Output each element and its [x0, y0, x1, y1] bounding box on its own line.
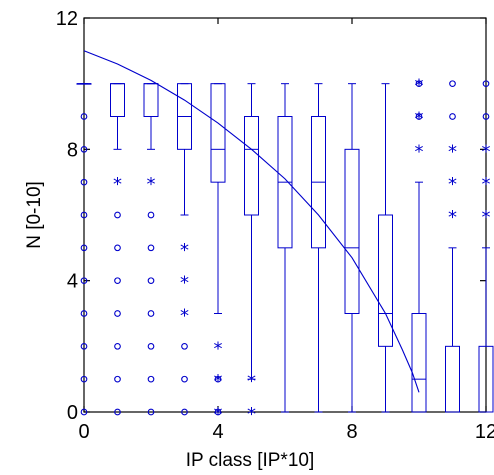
outlier-star: * — [113, 174, 122, 195]
outlier-circle — [147, 277, 155, 285]
outlier-star: * — [448, 174, 457, 195]
outlier-circle — [415, 113, 423, 120]
box-x1 — [110, 83, 125, 150]
box-x6 — [277, 83, 293, 413]
fit-curve-group — [83, 50, 420, 393]
outlier-circle — [214, 375, 222, 383]
outlier-circle — [482, 113, 490, 120]
x-tick-label: 12 — [475, 421, 494, 443]
outlier-circle — [449, 113, 456, 120]
outlier-circle — [80, 342, 88, 350]
outlier-circle — [80, 211, 88, 219]
y-tick-label: 8 — [67, 139, 78, 161]
outlier-circle — [114, 375, 121, 383]
box-series — [76, 83, 494, 413]
outlier-circle — [181, 342, 188, 350]
outlier-circle — [80, 277, 88, 285]
outlier-circle — [80, 145, 88, 153]
box-iqr — [143, 83, 159, 117]
outlier-circle — [114, 310, 121, 317]
y-tick-label: 4 — [67, 271, 78, 293]
y-tick-label: 0 — [67, 402, 78, 424]
y-axis-ticks: 0 4 8 12 — [56, 8, 486, 424]
outlier-circle — [214, 408, 222, 416]
box-x9 — [378, 83, 393, 413]
box-iqr — [244, 116, 259, 216]
outlier-star: * — [147, 174, 156, 195]
outlier-circle — [114, 277, 121, 285]
outlier-circle — [415, 80, 423, 88]
x-axis-label: IP class [IP*10] — [186, 450, 315, 471]
outlier-star: * — [247, 404, 256, 425]
box-x5 — [244, 83, 259, 380]
outlier-markers: * * * * * * * * * * * * * * * * * * * — [80, 76, 491, 425]
outlier-circle — [482, 80, 490, 88]
outlier-circle — [80, 408, 88, 416]
x-axis-ticks: 0 4 8 12 — [78, 18, 494, 443]
outlier-star: * — [448, 207, 457, 228]
outlier-star: * — [214, 404, 223, 425]
outlier-star: * — [415, 76, 424, 97]
outlier-star: * — [247, 371, 256, 392]
outlier-circle — [181, 375, 188, 383]
box-iqr — [445, 345, 460, 413]
box-x12 — [478, 247, 494, 413]
outlier-circle — [147, 211, 155, 219]
box-iqr — [411, 313, 427, 413]
outlier-circle — [147, 310, 155, 317]
outlier-star: * — [180, 273, 189, 294]
y-axis-label: N [0-10] — [24, 181, 45, 249]
outlier-star: * — [482, 141, 491, 162]
box-iqr — [210, 83, 226, 183]
outlier-star: * — [482, 207, 491, 228]
x-tick-label: 8 — [346, 421, 357, 443]
box-x11 — [445, 247, 460, 413]
outlier-circle — [80, 113, 88, 120]
box-x4 — [210, 83, 226, 314]
box-iqr — [344, 148, 360, 314]
outlier-circle — [114, 244, 121, 252]
outlier-circle — [80, 310, 88, 317]
outlier-circle — [147, 342, 155, 350]
outlier-circle — [80, 375, 88, 383]
box-x8 — [344, 83, 360, 413]
outlier-star: * — [214, 371, 223, 392]
outlier-star: * — [415, 141, 424, 162]
outlier-circle — [449, 80, 456, 88]
outlier-star: * — [180, 240, 189, 261]
box-x2 — [143, 83, 159, 150]
x-tick-label: 4 — [212, 421, 223, 443]
box-x7 — [311, 83, 326, 413]
outlier-star: * — [214, 338, 223, 359]
box-x10 — [411, 181, 427, 413]
box-x3 — [177, 83, 192, 216]
outlier-circle — [114, 408, 121, 416]
outlier-circle — [80, 178, 88, 186]
y-tick-label: 12 — [56, 8, 78, 30]
outlier-circle — [147, 408, 155, 416]
fit-curve-line — [83, 50, 420, 393]
outlier-star: * — [482, 174, 491, 195]
box-iqr — [378, 214, 393, 347]
outlier-circle — [80, 244, 88, 252]
outlier-circle — [114, 211, 121, 219]
box-x0 — [76, 83, 92, 85]
outlier-circle — [147, 375, 155, 383]
outlier-star: * — [180, 306, 189, 327]
outlier-circle — [114, 342, 121, 350]
x-tick-label: 0 — [78, 421, 89, 443]
outlier-circle — [181, 408, 188, 416]
outlier-star: * — [448, 141, 457, 162]
outlier-star: * — [415, 109, 424, 130]
box-iqr — [110, 83, 125, 117]
outlier-circle — [147, 244, 155, 252]
